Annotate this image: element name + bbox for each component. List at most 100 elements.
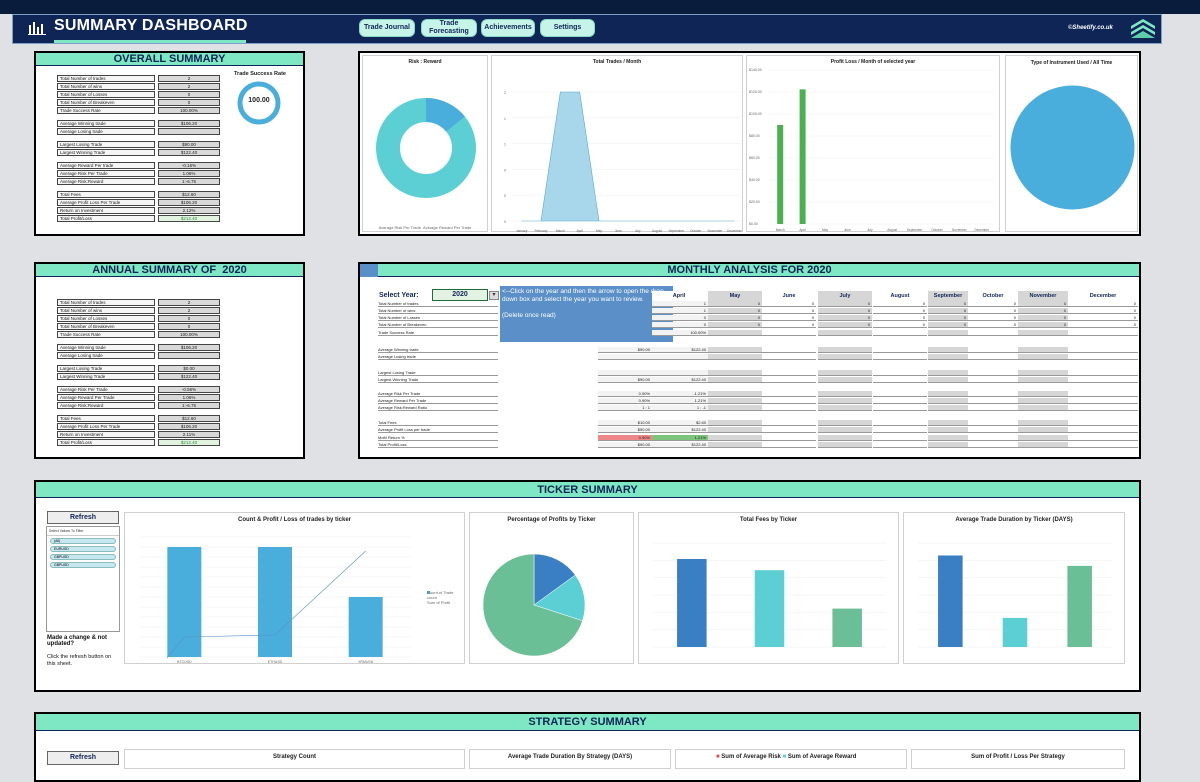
nav-trade-forecasting-button[interactable]: Trade Forecasting	[421, 19, 477, 37]
overall-summary-title: OVERALL SUMMARY	[36, 53, 303, 66]
month-cell	[1018, 435, 1068, 441]
month-cell	[708, 398, 762, 404]
y-tick: $40.00	[749, 178, 760, 182]
month-cell	[928, 405, 968, 411]
x-tick: May	[596, 229, 602, 233]
y-tick: $60.00	[749, 156, 760, 160]
month-cell	[818, 398, 872, 404]
month-cell	[1068, 354, 1138, 360]
april-value: 1	[652, 301, 708, 307]
month-cell	[1018, 420, 1068, 426]
nav-achievements-button[interactable]: Achievements	[481, 19, 535, 37]
month-cell	[818, 370, 872, 376]
month-cell	[762, 377, 816, 383]
risk-reward-title: Risk : Reward	[408, 59, 442, 65]
month-header: November	[1018, 291, 1068, 301]
x-tick: January	[516, 229, 528, 233]
march-value: $10.00	[598, 420, 652, 426]
x-tick: March	[776, 228, 785, 232]
annual-year: 2020	[222, 264, 247, 276]
monthly-corner-tab	[360, 264, 378, 277]
year-help-tooltip: <--Click on the year and then the arrow …	[500, 286, 673, 342]
month-cell	[1068, 420, 1138, 426]
summary-row-label: Largest Winning Trade	[57, 149, 155, 156]
summary-row-value: 1.06%	[158, 170, 220, 177]
summary-row-value: 2	[158, 307, 220, 314]
month-cell: 0	[708, 308, 762, 314]
monthly-row-label: Average Winning trade	[378, 347, 498, 353]
x-tick: August	[887, 228, 897, 232]
monthly-row-label: Trade Success Rate	[378, 330, 498, 336]
x-tick: ETHUSD	[268, 660, 283, 664]
x-tick: November	[952, 228, 968, 232]
month-cell	[968, 377, 1018, 383]
count-profit-title: Count & Profit / Loss of trades by ticke…	[237, 517, 351, 523]
slicer-item[interactable]: GBPUSD	[50, 554, 116, 560]
y-tick: 1	[504, 117, 506, 121]
april-value: 0	[652, 322, 708, 328]
slicer-item[interactable]: (All)	[50, 538, 116, 544]
dropdown-arrow-icon[interactable]: ▾	[489, 291, 499, 300]
month-cell	[1018, 398, 1068, 404]
month-cell	[762, 391, 816, 397]
summary-row-value	[158, 128, 220, 135]
month-cell	[1018, 330, 1068, 336]
april-value: 1.21%	[652, 398, 708, 404]
x-tick: June	[615, 229, 622, 233]
monthly-row-label: MoM Return %	[378, 435, 498, 441]
summary-row-label: Average Winning trade	[57, 344, 155, 351]
monthly-row-label: Average Losing trade	[378, 354, 498, 360]
month-cell	[928, 330, 968, 336]
bar	[1002, 617, 1028, 647]
month-cell	[968, 391, 1018, 397]
summary-row-value: -0.56%	[158, 386, 220, 393]
april-value: $122.40	[652, 347, 708, 353]
legend-risk: Average Risk Per Trade	[378, 225, 421, 230]
month-cell	[762, 370, 816, 376]
month-header: September	[928, 291, 968, 301]
slicer-title: Select Values To Filter	[47, 527, 119, 536]
slicer-item[interactable]: EURUSD	[50, 546, 116, 552]
window-top-bar	[0, 0, 1200, 14]
month-cell: 0	[1018, 301, 1068, 307]
month-cell	[1018, 347, 1068, 353]
month-cell	[762, 405, 816, 411]
y-tick: $20.00	[749, 200, 760, 204]
month-cell	[928, 398, 968, 404]
profit-pct-plot	[482, 553, 586, 657]
month-cell	[1068, 398, 1138, 404]
month-cell	[968, 354, 1018, 360]
bar	[754, 570, 785, 647]
march-value: $90.00	[598, 427, 652, 433]
select-year-dropdown[interactable]: 2020	[432, 289, 488, 301]
month-cell: 0	[968, 308, 1018, 314]
slicer-item[interactable]: GBPUSD	[50, 562, 116, 568]
y-tick: $140.00	[749, 68, 762, 72]
month-cell	[762, 347, 816, 353]
nav-trade-journal-button[interactable]: Trade Journal	[359, 19, 415, 37]
summary-row-label: Average Losing trade	[57, 128, 155, 135]
monthly-row-label: Total Number of wins	[378, 308, 498, 314]
strategy-count-title: Strategy Count	[272, 754, 316, 760]
month-cell	[873, 377, 927, 383]
month-cell: 0	[873, 301, 927, 307]
summary-row-value: 100.00%	[158, 331, 220, 338]
summary-row-label: Total Number of Breakeven	[57, 323, 155, 330]
summary-row-label: Total Profit/Loss	[57, 439, 155, 446]
x-tick: September	[907, 228, 924, 232]
bar	[258, 547, 292, 657]
summary-row-label: Average Winning trade	[57, 120, 155, 127]
strategy-profit-chart: Sum of Profit / Loss Per Strategy	[911, 749, 1125, 769]
nav-settings-button[interactable]: Settings	[540, 19, 595, 37]
month-cell	[873, 391, 927, 397]
profit-loss-month-chart: Profit Loss / Month of selected year $14…	[746, 55, 1000, 232]
strategy-refresh-button[interactable]: Refresh	[47, 751, 119, 765]
ticker-refresh-button[interactable]: Refresh	[47, 511, 119, 524]
month-cell	[928, 354, 968, 360]
summary-row-label: Average Profit Loss Per Trade	[57, 423, 155, 430]
month-cell	[1068, 405, 1138, 411]
month-cell	[1068, 435, 1138, 441]
month-cell	[928, 377, 968, 383]
profit-pct-title: Percentage of Profits by Ticker	[507, 517, 596, 523]
month-cell	[708, 391, 762, 397]
